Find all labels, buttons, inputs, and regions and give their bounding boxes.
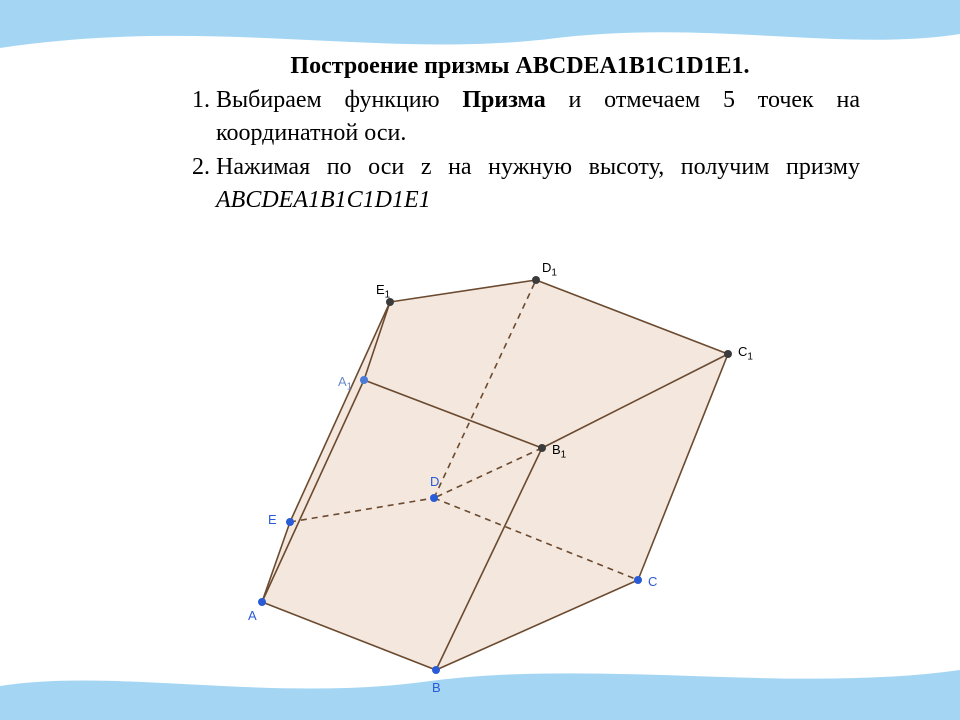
vertex-label-b: B (432, 680, 441, 695)
prism-diagram (0, 0, 960, 720)
slide: Построение призмы ABCDEA1B1C1D1E1. Выбир… (0, 0, 960, 720)
vertex-label-e1: E1 (376, 282, 390, 301)
vertex-label-a1: A1 (338, 374, 352, 393)
vertex-label-b1: B1 (552, 442, 566, 461)
vertex-label-c1: C1 (738, 344, 753, 363)
vertex-label-e: E (268, 512, 277, 527)
vertex-label-a: A (248, 608, 257, 623)
vertex-label-d: D (430, 474, 439, 489)
vertex-label-d1: D1 (542, 260, 557, 279)
vertex-label-c: C (648, 574, 657, 589)
